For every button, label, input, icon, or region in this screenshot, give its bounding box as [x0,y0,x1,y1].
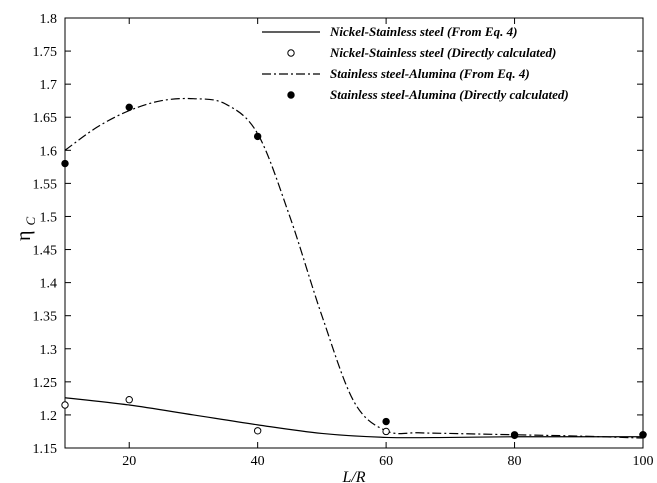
x-tick-label: 100 [633,454,654,469]
y-tick-label: 1.2 [40,409,58,424]
filled-point [510,431,519,439]
legend-entry: Nickel-Stainless steel (From Eq. 4) [262,24,517,39]
y-tick-label: 1.6 [40,144,58,159]
y-axis-title-subscript: C [23,217,38,226]
open-point [61,401,69,409]
y-tick-label: 1.8 [40,12,58,27]
filled-point [382,417,390,426]
series-line-2 [64,97,644,439]
y-axis: 1.15 1.2 1.25 1.3 1.35 1.4 1.45 1.5 1.55 1.6 1.65 1… [33,12,643,457]
y-tick-label: 1.55 [33,177,58,192]
y-tick-label: 1.35 [33,310,58,325]
y-tick-label: 1.75 [33,45,58,60]
open-point [253,427,262,435]
legend-entry: Stainless steel-Alumina (Directly calcul… [287,87,569,102]
plot-frame [64,17,644,449]
filled-point [61,159,69,168]
y-tick-label: 1.5 [40,210,58,225]
filled-point [253,132,262,141]
markers-layer [61,103,647,440]
x-tick-label: 60 [379,454,393,469]
legend-entry: Nickel-Stainless steel (Directly calcula… [287,45,556,60]
y-axis-title: η C [13,217,38,241]
y-tick-label: 1.3 [40,343,58,358]
series-layer [64,97,644,439]
open-point [125,396,133,404]
y-tick-label: 1.15 [33,442,58,457]
y-tick-label: 1.7 [40,78,58,93]
filled-point [639,431,647,439]
legend-entry: Stainless steel-Alumina (From Eq. 4) [262,66,530,81]
y-axis-title-symbol: η [13,231,35,241]
y-tick-label: 1.45 [33,244,58,259]
x-tick-label: 20 [122,454,136,469]
legend-label: Nickel-Stainless steel (From Eq. 4) [329,24,517,39]
filled-point [125,103,133,112]
x-axis: 20 40 60 80 100 [122,18,654,469]
legend-marker [287,49,295,57]
series-line-0 [64,397,643,439]
legend: Nickel-Stainless steel (From Eq. 4) Nicke… [262,24,569,102]
x-axis-title: L/R [341,469,365,483]
open-point [382,427,390,436]
legend-label: Nickel-Stainless steel (Directly calcula… [329,45,556,60]
legend-marker [287,91,295,99]
y-tick-label: 1.25 [33,376,58,391]
legend-label: Stainless steel-Alumina (From Eq. 4) [330,66,530,81]
y-tick-label: 1.4 [40,277,58,292]
y-tick-label: 1.65 [33,111,58,126]
x-tick-label: 80 [508,454,522,469]
legend-label: Stainless steel-Alumina (Directly calcul… [330,87,569,102]
x-tick-label: 40 [251,454,265,469]
